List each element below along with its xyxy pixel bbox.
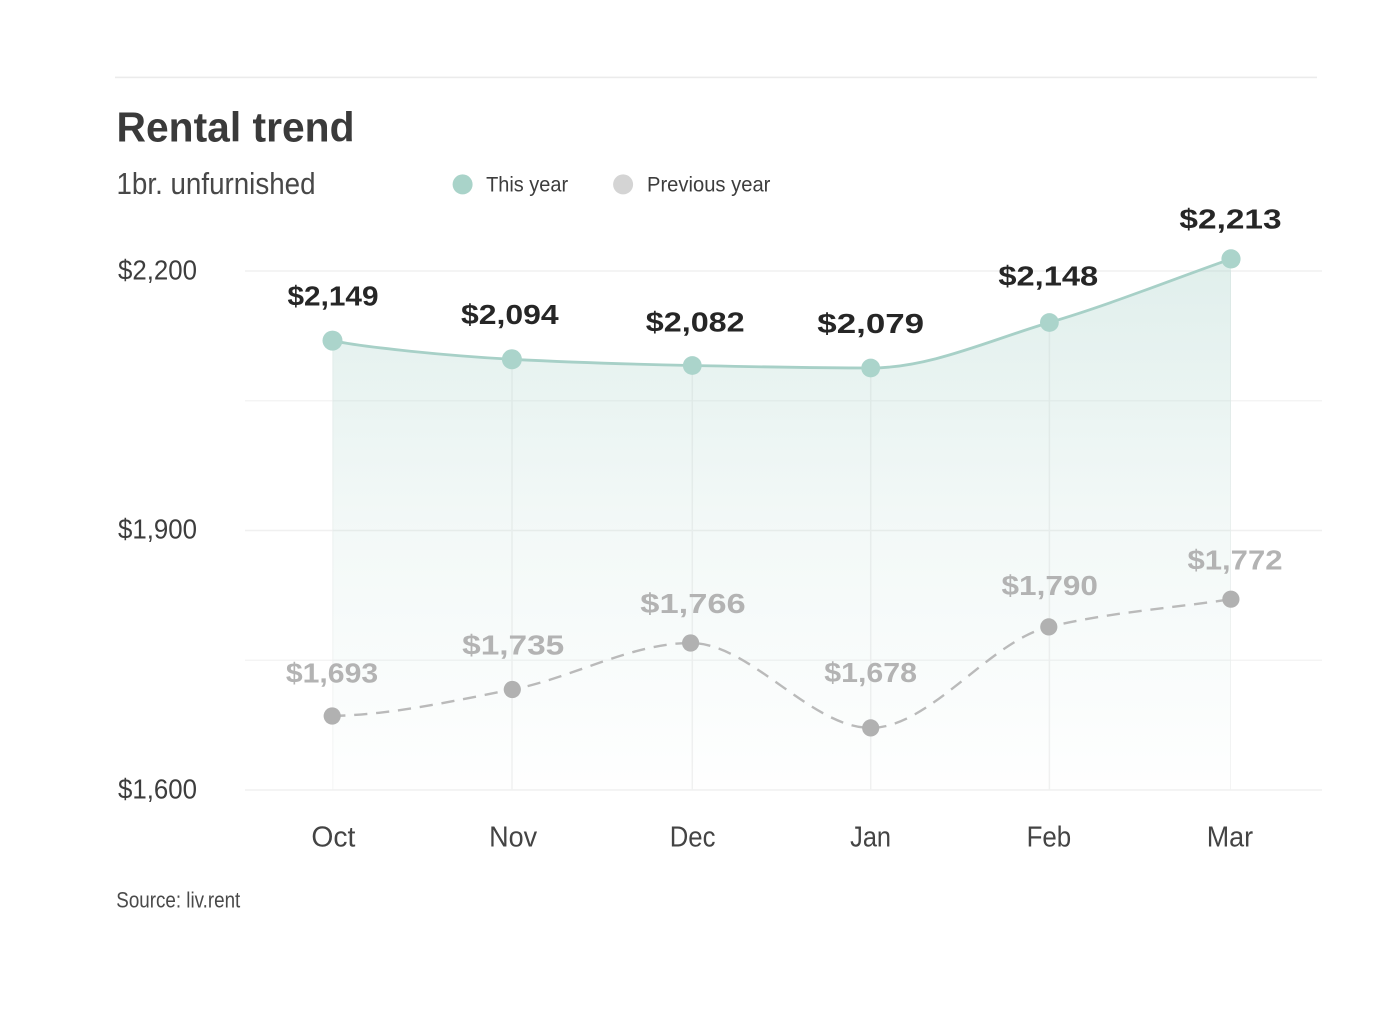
svg-text:$2,200: $2,200 (118, 254, 197, 285)
svg-text:$1,766: $1,766 (640, 588, 745, 619)
svg-text:Nov: Nov (489, 822, 537, 854)
svg-text:Jan: Jan (850, 822, 891, 854)
svg-text:This year: This year (486, 174, 568, 197)
svg-text:$2,213: $2,213 (1179, 204, 1281, 235)
svg-text:$1,790: $1,790 (1002, 570, 1098, 601)
svg-text:$2,082: $2,082 (646, 307, 745, 338)
svg-text:$2,149: $2,149 (288, 281, 379, 312)
svg-text:Rental trend: Rental trend (117, 103, 355, 150)
svg-text:$1,772: $1,772 (1188, 544, 1283, 575)
svg-text:Feb: Feb (1027, 822, 1072, 854)
svg-text:Oct: Oct (311, 822, 355, 854)
svg-text:$2,094: $2,094 (461, 299, 559, 330)
svg-text:$2,148: $2,148 (998, 260, 1098, 291)
svg-text:$1,900: $1,900 (118, 514, 197, 545)
svg-text:$1,693: $1,693 (286, 658, 378, 689)
svg-text:$1,600: $1,600 (118, 774, 197, 805)
svg-text:Dec: Dec (670, 822, 716, 854)
svg-text:Source: liv.rent: Source: liv.rent (116, 887, 240, 912)
svg-text:$1,678: $1,678 (824, 657, 917, 688)
svg-text:$1,735: $1,735 (462, 630, 564, 661)
svg-text:Mar: Mar (1207, 822, 1254, 854)
svg-text:1br. unfurnished: 1br. unfurnished (117, 166, 316, 201)
svg-text:$2,079: $2,079 (817, 308, 924, 339)
svg-text:Previous year: Previous year (647, 174, 770, 197)
